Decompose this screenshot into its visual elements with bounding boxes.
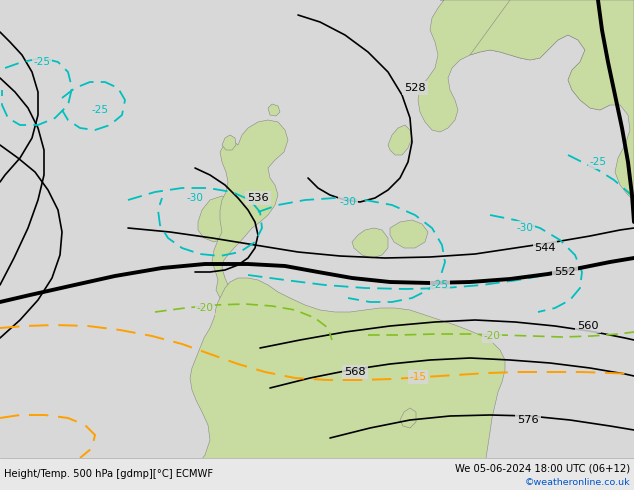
Text: -25: -25 — [91, 105, 108, 115]
Text: ©weatheronline.co.uk: ©weatheronline.co.uk — [524, 477, 630, 487]
Text: 576: 576 — [517, 415, 539, 425]
Polygon shape — [418, 0, 634, 132]
Text: -30: -30 — [186, 193, 204, 203]
Polygon shape — [390, 220, 428, 248]
Polygon shape — [352, 228, 388, 258]
Text: 528: 528 — [404, 83, 426, 93]
Text: -30: -30 — [517, 223, 533, 233]
Text: -25: -25 — [590, 157, 607, 167]
Text: Height/Temp. 500 hPa [gdmp][°C] ECMWF: Height/Temp. 500 hPa [gdmp][°C] ECMWF — [4, 469, 213, 479]
Text: -15: -15 — [410, 372, 427, 382]
Text: -25: -25 — [34, 57, 51, 67]
Polygon shape — [222, 135, 236, 150]
Polygon shape — [388, 125, 412, 155]
Text: 568: 568 — [344, 367, 366, 377]
Text: -30: -30 — [340, 197, 356, 207]
Polygon shape — [212, 120, 288, 302]
Text: 544: 544 — [534, 243, 556, 253]
Bar — [0, 458, 634, 490]
Polygon shape — [400, 408, 416, 428]
Polygon shape — [160, 278, 505, 490]
Text: 560: 560 — [577, 321, 598, 331]
Polygon shape — [470, 0, 634, 200]
Text: 536: 536 — [247, 193, 269, 203]
Text: We 05-06-2024 18:00 UTC (06+12): We 05-06-2024 18:00 UTC (06+12) — [455, 463, 630, 473]
Text: -25: -25 — [432, 280, 448, 290]
Text: -20: -20 — [197, 303, 214, 313]
Text: 552: 552 — [554, 267, 576, 277]
Text: -20: -20 — [484, 331, 500, 341]
Polygon shape — [268, 104, 280, 116]
Polygon shape — [198, 196, 238, 242]
